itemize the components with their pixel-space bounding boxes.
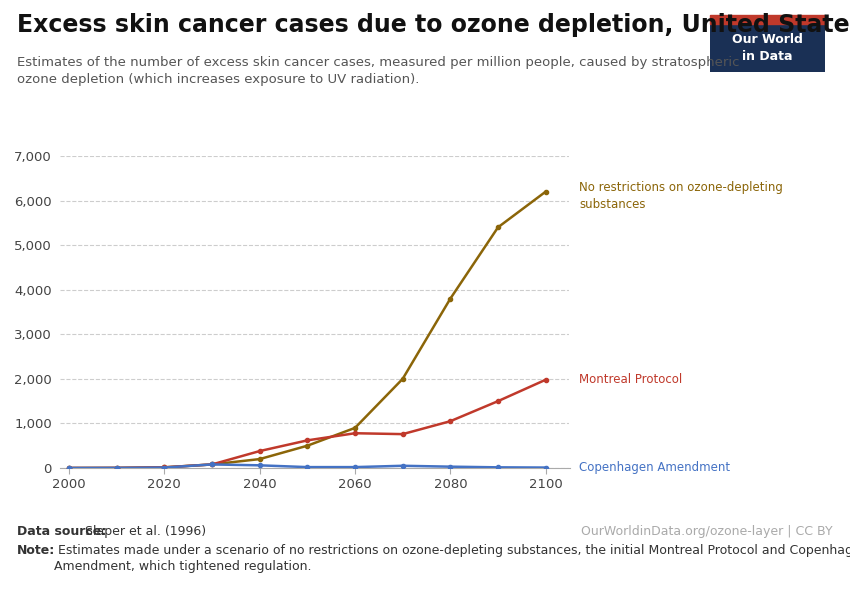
Text: Our World
in Data: Our World in Data: [732, 33, 802, 63]
Text: Copenhagen Amendment: Copenhagen Amendment: [579, 461, 730, 474]
Text: No restrictions on ozone-depleting
substances: No restrictions on ozone-depleting subst…: [579, 181, 783, 211]
Text: Note:: Note:: [17, 544, 55, 557]
Text: OurWorldinData.org/ozone-layer | CC BY: OurWorldinData.org/ozone-layer | CC BY: [581, 525, 833, 538]
Text: Estimates made under a scenario of no restrictions on ozone-depleting substances: Estimates made under a scenario of no re…: [54, 544, 850, 573]
Text: Excess skin cancer cases due to ozone depletion, United States: Excess skin cancer cases due to ozone de…: [17, 13, 850, 37]
Text: Slaper et al. (1996): Slaper et al. (1996): [81, 525, 206, 538]
Bar: [710, 15, 824, 23]
Text: Data source:: Data source:: [17, 525, 106, 538]
Text: Montreal Protocol: Montreal Protocol: [579, 373, 683, 386]
Text: Estimates of the number of excess skin cancer cases, measured per million people: Estimates of the number of excess skin c…: [17, 56, 740, 86]
